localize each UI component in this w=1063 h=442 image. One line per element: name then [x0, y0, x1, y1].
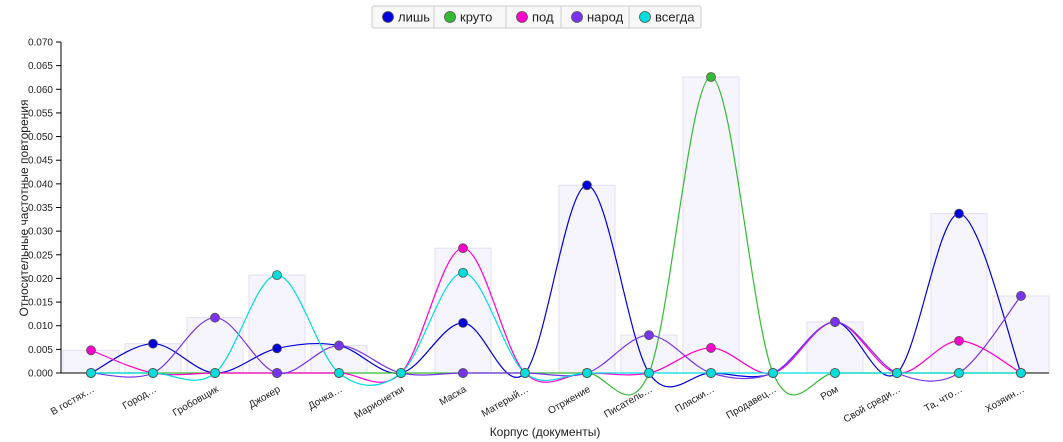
x-tick-label: Гробовщик: [171, 383, 222, 419]
data-point[interactable]: [830, 368, 840, 378]
y-tick-label: 0.015: [28, 298, 53, 309]
data-point[interactable]: [86, 368, 96, 378]
x-axis-title: Корпус (документы): [490, 425, 601, 439]
x-tick-label: Город…: [121, 384, 159, 412]
data-point[interactable]: [396, 368, 406, 378]
legend-swatch: [382, 11, 394, 23]
data-point[interactable]: [644, 368, 654, 378]
data-point[interactable]: [148, 368, 158, 378]
total-bar: [620, 334, 678, 374]
legend-item-народ[interactable]: народ: [560, 6, 624, 28]
y-tick-label: 0.055: [28, 108, 53, 119]
total-bar: [186, 317, 244, 374]
data-point[interactable]: [706, 368, 716, 378]
legend-label: народ: [587, 10, 624, 25]
legend-label: круто: [460, 10, 492, 25]
data-point[interactable]: [458, 317, 468, 328]
legend-label: лишь: [398, 10, 430, 25]
data-point[interactable]: [1016, 368, 1026, 378]
data-point[interactable]: [458, 368, 468, 378]
x-tick-label: Матерый…: [480, 384, 531, 420]
x-tick-label: Та, что…: [923, 384, 965, 415]
y-tick-label: 0.020: [28, 274, 53, 285]
legend-swatch: [639, 11, 651, 23]
y-tick-label: 0.005: [28, 345, 53, 356]
x-tick-label: Ром: [819, 384, 841, 403]
y-tick-label: 0.030: [28, 227, 53, 238]
data-point[interactable]: [892, 368, 902, 378]
y-tick-label: 0.060: [28, 85, 53, 96]
x-tick-label: Свой среди…: [842, 384, 903, 425]
y-tick-label: 0.010: [28, 321, 53, 332]
y-tick-label: 0.040: [28, 179, 53, 190]
x-tick-label: Хозяин…: [984, 384, 1027, 415]
x-tick-label: Дочка…: [306, 384, 344, 412]
x-tick-label: В гостях…: [49, 384, 96, 418]
data-point[interactable]: [768, 368, 778, 378]
x-tick-label: Марионетки: [352, 384, 406, 422]
legend-label: всегда: [655, 10, 695, 25]
series-points: [86, 72, 1026, 378]
data-point[interactable]: [458, 267, 468, 278]
data-point[interactable]: [706, 72, 716, 82]
y-tick-label: 0.065: [28, 61, 53, 72]
data-point[interactable]: [706, 343, 716, 353]
x-tick-label: Писатель…: [602, 384, 654, 420]
legend-item-круто[interactable]: круто: [433, 6, 492, 28]
total-bar: [806, 321, 864, 374]
data-point[interactable]: [334, 368, 344, 378]
x-tick-label: Продавец…: [725, 384, 779, 422]
x-tick-label: Отржение: [546, 384, 592, 417]
data-point[interactable]: [272, 270, 282, 281]
data-point[interactable]: [582, 180, 592, 191]
data-point[interactable]: [148, 338, 158, 349]
data-point[interactable]: [1016, 291, 1026, 301]
data-point[interactable]: [210, 368, 220, 378]
data-point[interactable]: [334, 340, 344, 351]
series-line-под: [90, 247, 1022, 383]
data-point[interactable]: [272, 368, 282, 378]
x-tick-label: Пляски…: [673, 384, 716, 415]
data-point[interactable]: [458, 243, 468, 254]
total-bar: [434, 247, 492, 374]
legend-frame: [371, 5, 702, 29]
total-bars: [62, 76, 1050, 374]
y-tick-label: 0.000: [28, 369, 53, 380]
data-point[interactable]: [520, 368, 530, 378]
data-point[interactable]: [86, 345, 96, 356]
series-line-всегда: [91, 272, 1021, 386]
x-tick-label: Джокер: [247, 384, 283, 411]
legend-item-всегда[interactable]: всегда: [628, 6, 695, 28]
y-tick-label: 0.025: [28, 250, 53, 261]
data-point[interactable]: [954, 208, 964, 219]
legend-swatch: [516, 11, 528, 23]
y-tick-label: 0.035: [28, 203, 53, 214]
data-point[interactable]: [954, 335, 964, 346]
legend-item-лишь[interactable]: лишь: [382, 10, 431, 25]
y-tick-label: 0.045: [28, 156, 53, 167]
data-point[interactable]: [830, 317, 840, 327]
y-axis-title: Относительные частотные повторения: [17, 100, 31, 317]
data-point[interactable]: [210, 312, 220, 323]
total-bar: [558, 184, 616, 374]
legend-label: под: [532, 10, 554, 25]
x-tick-label: Маска: [438, 384, 469, 408]
y-tick-label: 0.070: [28, 38, 53, 49]
total-bar: [682, 76, 740, 374]
data-point[interactable]: [272, 343, 282, 354]
legend-item-под[interactable]: под: [505, 6, 554, 28]
data-point[interactable]: [644, 330, 654, 341]
data-point[interactable]: [582, 368, 592, 378]
legend-swatch: [444, 11, 456, 23]
legend-swatch: [571, 11, 583, 23]
legend: лишь круто под народ всегда: [371, 5, 702, 29]
data-point[interactable]: [954, 368, 964, 378]
y-tick-label: 0.050: [28, 132, 53, 143]
